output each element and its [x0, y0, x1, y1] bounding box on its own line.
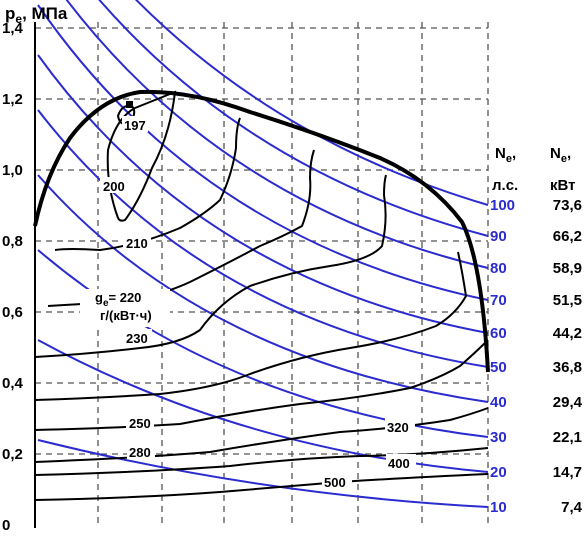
contour-197: [116, 104, 136, 126]
contour-label-280: 280: [129, 445, 151, 460]
power-label-kw: 14,7: [553, 464, 582, 481]
contour-label-197: 197: [124, 118, 146, 133]
power-label-kw: 22,1: [553, 429, 582, 446]
power-label-kw: 51,5: [553, 292, 582, 309]
power-label-kw: 7,4: [561, 499, 583, 516]
power-label-kw: 66,2: [553, 228, 582, 245]
contour-label-320: 320: [387, 420, 409, 435]
y-tick-label: 0,4: [2, 375, 24, 392]
power-label-hp: 20: [490, 464, 507, 481]
power-line-90hp: [98, 0, 489, 237]
power-line-80hp: [65, 0, 489, 269]
power-line-40hp: [37, 174, 489, 403]
hp-unit: л.с.: [492, 177, 518, 194]
power-line-50hp: [37, 109, 489, 368]
ge-unit-label: г/(кВт·ч): [100, 308, 152, 323]
y-tick-label: 1,0: [2, 162, 23, 179]
power-line-70hp: [37, 4, 489, 301]
power-label-kw: 36,8: [553, 359, 582, 376]
power-label-kw: 73,6: [553, 197, 582, 214]
contour-200: [106, 90, 177, 222]
contour-500: [34, 473, 489, 501]
power-label-hp: 100: [490, 197, 515, 214]
hp-header: Ne,: [495, 145, 516, 165]
power-label-kw: 58,9: [553, 260, 582, 277]
power-label-hp: 90: [490, 228, 507, 245]
y-tick-label: 0: [2, 517, 10, 534]
y-tick-label: 0,2: [2, 446, 23, 463]
min-consumption-point: [126, 101, 133, 108]
power-label-hp: 30: [490, 429, 507, 446]
power-label-hp: 50: [490, 359, 507, 376]
power-line-60hp: [37, 54, 489, 334]
ge-label: ge= 220: [95, 290, 141, 309]
kw-header: Ne,: [550, 145, 571, 165]
power-line-100hp: [135, 0, 489, 206]
grid: [35, 22, 489, 528]
contour-label-250: 250: [129, 416, 151, 431]
kw-unit: кВт: [550, 177, 576, 194]
y-tick-label: 1,2: [2, 91, 23, 108]
contour-label-210: 210: [126, 236, 148, 251]
contour-label-500: 500: [324, 475, 346, 490]
power-lines: [37, 0, 489, 508]
power-labels: 100 73,6 90 66,2 80 58,9 70 51,5 60 44,2 50 36,8 40 2…: [490, 197, 583, 516]
contour-250: [34, 251, 468, 401]
y-tick-label: 1,4: [2, 20, 24, 37]
power-label-hp: 40: [490, 394, 507, 411]
contour-label-400: 400: [388, 456, 410, 471]
power-line-20hp: [37, 339, 489, 473]
power-label-hp: 10: [490, 499, 507, 516]
power-label-kw: 44,2: [553, 325, 582, 342]
max-torque-envelope: [33, 89, 490, 373]
contour-400: [34, 447, 489, 476]
y-tick-label: 0,8: [2, 233, 23, 250]
contour-labels: 197 200 210 ge= 220 г/(кВт·ч) 230 250 28…: [80, 116, 416, 490]
power-label-hp: 60: [490, 325, 507, 342]
contour-230: [34, 174, 387, 358]
power-label-hp: 80: [490, 260, 507, 277]
power-line-10hp: [37, 439, 489, 508]
y-tick-label: 0,6: [2, 304, 23, 321]
power-label-hp: 70: [490, 292, 507, 309]
power-label-kw: 29,4: [553, 394, 583, 411]
contour-210: [54, 117, 241, 252]
contour-label-230: 230: [126, 331, 148, 346]
y-tick-labels: 0 0,2 0,4 0,6 0,8 1,0 1,2 1,4: [2, 20, 24, 534]
y-axis-title: pe, МПа: [5, 4, 68, 26]
contour-label-200: 200: [103, 179, 125, 194]
